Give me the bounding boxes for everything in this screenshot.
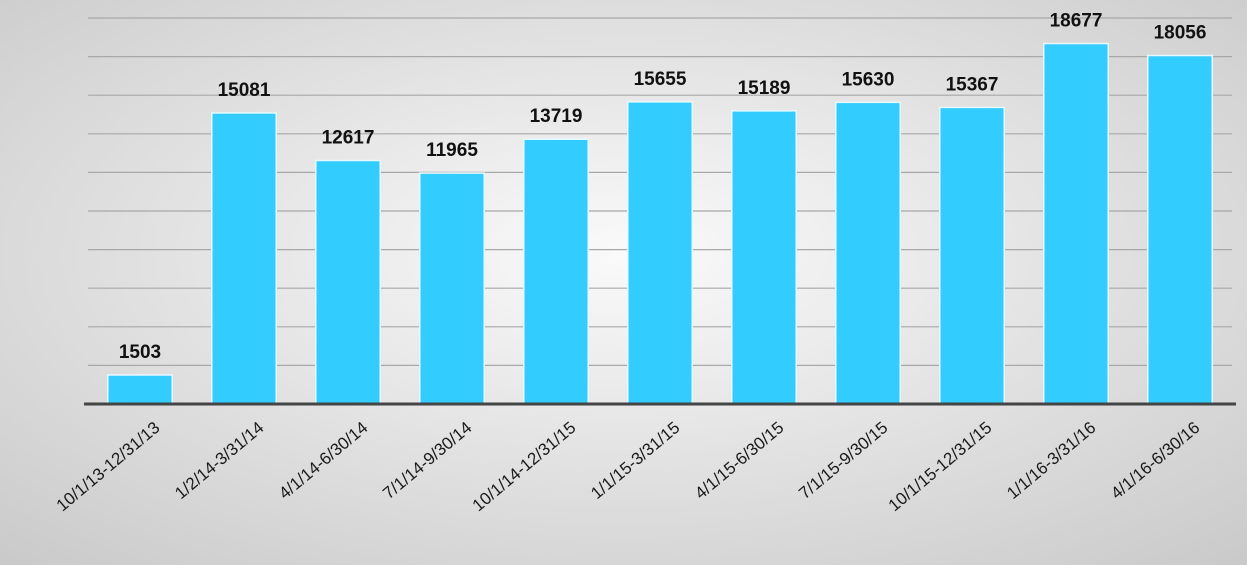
data-label: 1503 xyxy=(119,342,161,363)
data-label: 11965 xyxy=(426,140,478,161)
bar xyxy=(523,138,589,405)
data-label: 15630 xyxy=(842,69,895,90)
data-label: 15081 xyxy=(218,80,271,101)
bar xyxy=(835,101,901,405)
bar xyxy=(1043,42,1109,405)
bar xyxy=(211,112,277,405)
data-label: 12617 xyxy=(322,128,375,149)
data-label: 13719 xyxy=(530,106,583,127)
data-label: 18677 xyxy=(1050,11,1103,32)
data-label: 15655 xyxy=(634,69,687,90)
data-label: 15189 xyxy=(738,78,791,99)
data-label: 18056 xyxy=(1154,23,1207,44)
bar xyxy=(939,106,1005,405)
bar xyxy=(1147,54,1213,405)
bar xyxy=(107,374,173,405)
data-label: 15367 xyxy=(946,74,999,95)
bar xyxy=(627,101,693,405)
bar xyxy=(731,110,797,405)
bar xyxy=(419,172,485,405)
bar xyxy=(315,159,381,405)
